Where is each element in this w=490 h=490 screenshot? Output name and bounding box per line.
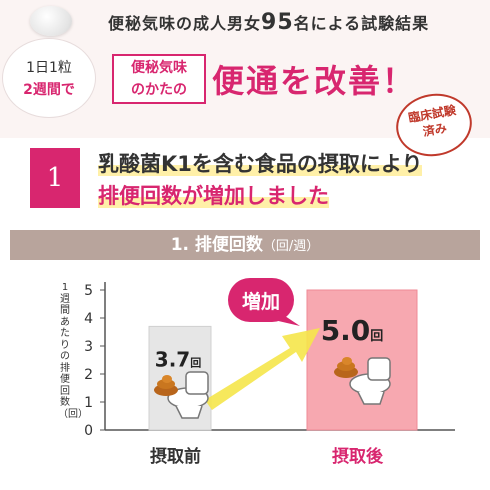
headline: 便通を改善！ [212, 62, 417, 100]
dosage-badge: 1日1粒 2週間で [2, 38, 96, 118]
y-tick-label: 5 [84, 283, 93, 299]
y-tick-label: 2 [84, 367, 93, 383]
target-tag-line1: 便秘気味 [131, 60, 187, 76]
increase-bubble [228, 278, 294, 322]
finding-line2: 排便回数が増加しました [98, 180, 329, 210]
chart-title-band: 1. 排便回数（回/週） [10, 230, 480, 260]
poop-icon-after-top [342, 357, 352, 365]
finding-line2-text: 排便回数が増加しました [98, 184, 329, 208]
increase-label: 増加 [242, 290, 280, 313]
y-tick-label: 0 [84, 423, 93, 439]
chart-title: 1. 排便回数 [170, 235, 263, 255]
toilet-icon-after-tank [367, 357, 391, 381]
chart-unit: （回/週） [262, 239, 320, 254]
dosage-badge-line1: 1日1粒 [26, 60, 72, 76]
toilet-icon-before-base [175, 405, 203, 419]
increase-bubble-tail [274, 314, 300, 326]
y-tick-label: 1 [84, 395, 93, 411]
pill-icon [30, 6, 72, 36]
y-tick-label: 4 [84, 311, 93, 327]
dosage-badge-line2: 2週間で [23, 82, 75, 98]
bar-after [306, 289, 418, 431]
data-label-unit: 回 [190, 355, 201, 369]
finding-line1-text: 乳酸菌K1を含む食品の摂取により [98, 152, 423, 176]
finding-number: 1 [30, 148, 80, 208]
survey-caption-post: 名による試験結果 [293, 14, 430, 33]
data-label-unit: 回 [370, 329, 383, 344]
target-tag: 便秘気味 のかたの [112, 54, 206, 104]
y-tick-label: 3 [84, 339, 93, 355]
toilet-icon-after-base [357, 391, 385, 405]
x-label-after: 摂取後 [332, 447, 383, 467]
finding-line1: 乳酸菌K1を含む食品の摂取により [98, 148, 423, 178]
poop-icon-before-top [162, 375, 172, 383]
x-label-before: 摂取前 [150, 447, 201, 467]
survey-caption-pre: 便秘気味の成人男女 [108, 14, 262, 33]
survey-caption: 便秘気味の成人男女95名による試験結果 [108, 10, 429, 35]
survey-caption-number: 95 [261, 10, 294, 35]
target-tag-line2: のかたの [131, 82, 187, 98]
toilet-icon-before-tank [185, 371, 209, 395]
increase-arrow [205, 328, 320, 410]
